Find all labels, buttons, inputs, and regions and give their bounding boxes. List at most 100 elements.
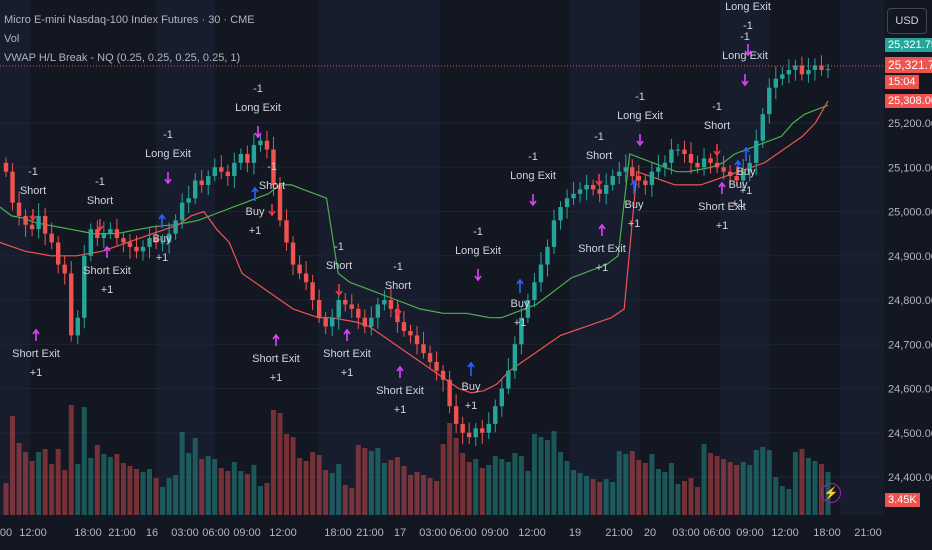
candle-body [82, 255, 87, 318]
signal-long-exit: -1 Long Exit [722, 31, 768, 87]
signal-arrow [164, 172, 172, 185]
candle-body [460, 423, 465, 433]
volume-bar [388, 460, 394, 515]
signal-label: Short Exit [698, 201, 746, 213]
signal-label: +1 [30, 367, 43, 379]
candle-body [121, 238, 126, 243]
candle-body [245, 153, 250, 163]
candle-body [682, 149, 687, 154]
volume-bar [355, 445, 361, 515]
signal-arrow [474, 269, 482, 282]
signal-arrow [636, 134, 644, 147]
candle-body [812, 65, 818, 70]
volume-bar [708, 453, 714, 515]
signal-label: +1 [465, 400, 478, 412]
candle-body [134, 246, 139, 252]
signal-arrow [29, 209, 37, 222]
signal-label: Short [704, 120, 730, 132]
candle-body [623, 167, 628, 172]
grid-lines [0, 122, 884, 478]
candle-body [62, 264, 67, 274]
time-tick-label: 19 [569, 527, 581, 539]
volume-bar [727, 462, 733, 515]
candle-body [108, 229, 113, 234]
volume-bar [316, 455, 322, 515]
candle-body [401, 322, 407, 331]
candle-body [153, 238, 159, 243]
upper-band-line [0, 104, 829, 319]
price-tick-label: 24,700.00 [888, 339, 932, 351]
candle-body [160, 242, 165, 244]
candle-body [238, 153, 244, 163]
signal-arrow [529, 194, 537, 207]
candle-body [740, 171, 746, 181]
volume-legend: Vol [4, 33, 20, 45]
signal-label: +1 [341, 367, 354, 379]
volume-bar [492, 456, 498, 515]
volume-bar [140, 472, 146, 515]
volume-bar [231, 462, 237, 515]
volume-bar [453, 438, 459, 515]
volume-bar [792, 452, 798, 515]
candle-body [551, 220, 557, 247]
signal-label: +1 [514, 317, 527, 329]
volume-bar [773, 477, 779, 515]
volume-bar [525, 471, 531, 515]
time-tick-label: 00 [0, 527, 12, 539]
volume-bar [714, 456, 720, 515]
volume-bar [81, 407, 87, 515]
volume-bar [590, 479, 596, 515]
signal-label: +1 [732, 198, 745, 210]
signal-arrow [335, 284, 343, 297]
candle-body [747, 162, 752, 172]
candle-body [577, 189, 583, 194]
signal-buy: Buy +1 [462, 361, 481, 412]
volume-bar [779, 486, 785, 515]
candle-body [23, 215, 28, 225]
candle-body [258, 140, 263, 146]
candle-body [42, 215, 48, 234]
volume-bar [747, 465, 753, 515]
candle-body [538, 264, 544, 283]
time-tick-label: 09:00 [481, 527, 509, 539]
candle-body [36, 215, 41, 230]
signal-label: Short Exit [578, 243, 626, 255]
volume-bar [551, 431, 557, 515]
volume-bar [212, 459, 218, 515]
time-tick-label: 12:00 [518, 527, 546, 539]
signal-label: Short Exit [323, 348, 371, 360]
candle-body [597, 189, 602, 194]
lightning-icon[interactable]: ⚡ [821, 483, 841, 503]
volume-bar [114, 454, 120, 515]
volume-bar [629, 451, 635, 515]
volume-bar [101, 454, 107, 515]
candle-body [519, 317, 524, 345]
volume-bar [349, 488, 355, 515]
volume-bar [597, 482, 603, 515]
volume-bar [205, 456, 211, 515]
candle-body [69, 273, 74, 336]
time-tick-label: 06:00 [449, 527, 477, 539]
volume-bar [407, 475, 413, 515]
signal-arrow [467, 361, 475, 376]
signal-label: -1 [163, 129, 173, 141]
volume-bar [244, 474, 250, 515]
volume-bar [564, 461, 570, 515]
volume-bar [238, 471, 244, 515]
volume-bar [805, 458, 811, 515]
signal-label: Short Exit [83, 265, 131, 277]
price-tick-label: 24,500.00 [888, 428, 932, 440]
candle-body [714, 162, 720, 168]
volume-bar [701, 444, 707, 515]
time-axis: 00 12:00 18:00 21:00 16 03:00 06:00 09:00 12:00 1… [0, 527, 882, 539]
candle-body [329, 317, 335, 327]
signal-arrow [598, 223, 606, 236]
time-tick-label: 21:00 [854, 527, 882, 539]
signal-buy: Buy +1 [729, 159, 748, 210]
candle-body [147, 238, 152, 247]
currency-button[interactable]: USD [887, 8, 927, 34]
candle-body [571, 193, 576, 199]
candle-body [356, 308, 361, 318]
signal-label: Short Exit [12, 348, 60, 360]
